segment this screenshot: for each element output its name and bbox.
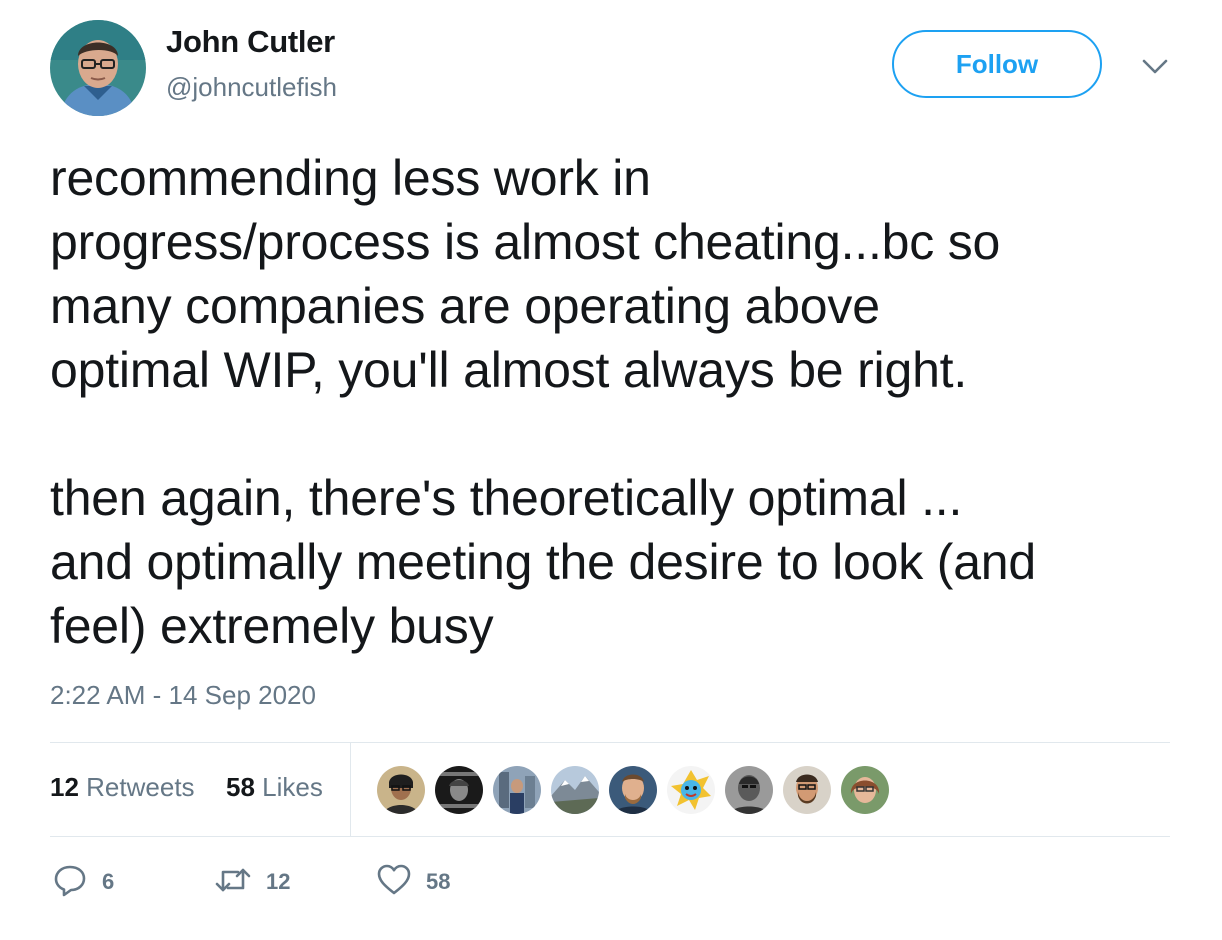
liker-avatar[interactable] (724, 765, 774, 815)
author-handle[interactable]: @johncutlefish (166, 72, 337, 102)
liker-avatar[interactable] (608, 765, 658, 815)
likes-stat[interactable]: 58 Likes (226, 772, 323, 803)
retweets-count: 12 (50, 772, 79, 802)
liker-avatar[interactable] (434, 765, 484, 815)
like-count: 58 (426, 869, 451, 894)
retweet-count: 12 (266, 869, 291, 894)
like-action[interactable]: 58 (376, 862, 450, 902)
liker-avatar[interactable] (840, 765, 890, 815)
liker-avatar[interactable] (666, 765, 716, 815)
likes-label: Likes (262, 772, 323, 802)
chevron-down-icon[interactable] (1138, 52, 1172, 82)
retweet-icon (214, 862, 252, 903)
divider (50, 742, 1170, 743)
liker-avatar[interactable] (782, 765, 832, 815)
follow-button[interactable]: Follow (892, 30, 1102, 98)
liker-avatar[interactable] (550, 765, 600, 815)
author-name[interactable]: John Cutler (166, 24, 335, 59)
reply-action[interactable]: 6 (52, 862, 114, 902)
tweet-paragraph: recommending less work in progress/proce… (50, 150, 1001, 398)
stats-separator (350, 743, 351, 836)
heart-icon (376, 862, 412, 903)
likes-count: 58 (226, 772, 255, 802)
retweet-action[interactable]: 12 (214, 862, 290, 902)
divider (50, 836, 1170, 837)
reply-icon (52, 862, 88, 903)
reply-count: 6 (102, 869, 115, 894)
tweet-paragraph: then again, there's theoretically optima… (50, 470, 1037, 654)
author-avatar[interactable] (50, 20, 146, 116)
retweets-stat[interactable]: 12 Retweets (50, 772, 195, 803)
liker-avatar[interactable] (492, 765, 542, 815)
liker-avatar[interactable] (376, 765, 426, 815)
tweet-text: recommending less work in progress/proce… (50, 146, 1200, 658)
tweet-timestamp[interactable]: 2:22 AM - 14 Sep 2020 (50, 680, 316, 710)
retweets-label: Retweets (86, 772, 195, 802)
